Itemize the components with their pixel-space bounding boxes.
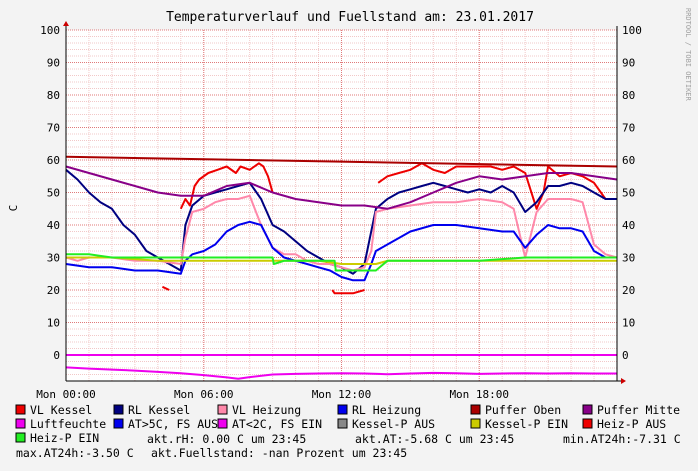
legend-swatch-rl-kessel bbox=[113, 404, 124, 415]
legend-label-rl-heizung: RL Heizung bbox=[352, 403, 421, 417]
legend-swatch-luftfeuchte bbox=[15, 418, 26, 429]
y-tick-label-right: 40 bbox=[622, 219, 635, 232]
y-tick-label-left: 60 bbox=[47, 154, 60, 167]
legend-label-vl-kessel: VL Kessel bbox=[30, 403, 92, 417]
y-tick-label-left: 10 bbox=[47, 317, 60, 330]
series-line-at-2c-fs-ein bbox=[65, 366, 617, 380]
legend-swatch-rl-heizung bbox=[337, 404, 348, 415]
y-tick-label-left: 100 bbox=[40, 24, 60, 37]
legend-label-at-5c-fs-aus: AT>5C, FS AUS bbox=[128, 417, 218, 431]
y-tick-label-right: 60 bbox=[622, 154, 635, 167]
legend-layer: VL Kessel RL Kessel VL Heizung RL Heizung Pu… bbox=[15, 403, 680, 445]
stat-max-at24h: max.AT24h:-3.50 C bbox=[16, 446, 134, 460]
chart-title: Temperaturverlauf und Fuellstand am: 23.… bbox=[166, 10, 534, 25]
stat-min-at24h: min.AT24h:-7.31 C bbox=[563, 432, 681, 446]
legend-swatch-at-5c-fs-aus bbox=[113, 418, 124, 429]
y-tick-label-right: 80 bbox=[622, 89, 635, 102]
x-axis-arrow bbox=[621, 378, 626, 384]
legend-swatch-vl-kessel bbox=[15, 404, 26, 415]
legend-swatch-puffer-mitte bbox=[582, 404, 593, 415]
legend-swatch-vl-heizung bbox=[217, 404, 228, 415]
y-tick-label-right: 0 bbox=[622, 349, 629, 362]
y-tick-label-right: 100 bbox=[622, 24, 642, 37]
y-tick-label-right: 70 bbox=[622, 122, 635, 135]
y-axis-arrow bbox=[63, 21, 69, 26]
legend-label-heiz-p-ein: Heiz-P EIN bbox=[30, 431, 99, 445]
legend-label-kessel-p-aus: Kessel-P AUS bbox=[352, 417, 435, 431]
series-layer bbox=[65, 155, 618, 380]
y-tick-label-right: 30 bbox=[622, 252, 635, 265]
legend-swatch-heiz-p-aus bbox=[582, 418, 593, 429]
legend-swatch-at-2c-fs-ein bbox=[217, 418, 228, 429]
legend-label-vl-heizung: VL Heizung bbox=[232, 403, 301, 417]
stat-akt-fuellstand: akt.Fuellstand: -nan Prozent um 23:45 bbox=[151, 446, 407, 460]
y-tick-label-left: 20 bbox=[47, 284, 60, 297]
stat-akt-at: akt.AT:-5.68 C um 23:45 bbox=[355, 432, 514, 446]
legend-swatch-kessel-p-aus bbox=[337, 418, 348, 429]
y-tick-label-left: 50 bbox=[47, 187, 60, 200]
x-tick-label: Mon 00:00 bbox=[36, 388, 96, 401]
legend-label-luftfeuchte: Luftfeuchte bbox=[30, 417, 106, 431]
legend-swatch-puffer-oben bbox=[470, 404, 481, 415]
legend-label-rl-kessel: RL Kessel bbox=[128, 403, 190, 417]
legend-label-at-2c-fs-ein: AT<2C, FS EIN bbox=[232, 417, 322, 431]
y-tick-label-right: 50 bbox=[622, 187, 635, 200]
y-tick-label-right: 20 bbox=[622, 284, 635, 297]
x-tick-label: Mon 12:00 bbox=[312, 388, 372, 401]
y-tick-label-left: 70 bbox=[47, 122, 60, 135]
y-axis-label: C bbox=[7, 205, 20, 212]
series-line-vl-kessel bbox=[161, 162, 617, 295]
y-tick-label-left: 90 bbox=[47, 57, 60, 70]
stat-akt-rh: akt.rH: 0.00 C um 23:45 bbox=[147, 432, 306, 446]
tick-layer: 0 0 10 10 20 20 30 30 40 40 50 50 60 60 70 70 80 80 90 90 10… bbox=[36, 24, 642, 401]
legend-label-puffer-mitte: Puffer Mitte bbox=[597, 403, 680, 417]
legend-label-puffer-oben: Puffer Oben bbox=[485, 403, 561, 417]
series-line-puffer-oben bbox=[65, 155, 618, 168]
watermark: RRDTOOL / TOBI OETIKER bbox=[684, 8, 692, 102]
legend-label-kessel-p-ein: Kessel-P EIN bbox=[485, 417, 568, 431]
legend-swatch-heiz-p-ein bbox=[15, 432, 26, 443]
series-line-rl-heizung bbox=[65, 220, 617, 282]
axis-layer bbox=[63, 21, 626, 384]
legend-label-heiz-p-aus: Heiz-P AUS bbox=[597, 417, 666, 431]
y-tick-label-right: 90 bbox=[622, 57, 635, 70]
x-tick-label: Mon 06:00 bbox=[174, 388, 234, 401]
y-tick-label-right: 10 bbox=[622, 317, 635, 330]
y-tick-label-left: 80 bbox=[47, 89, 60, 102]
series-line-heiz-p-ein bbox=[66, 253, 617, 272]
y-tick-label-left: 30 bbox=[47, 252, 60, 265]
series-line-puffer-mitte bbox=[65, 165, 618, 210]
y-tick-label-left: 0 bbox=[53, 349, 60, 362]
x-tick-label: Mon 18:00 bbox=[449, 388, 509, 401]
legend-swatch-kessel-p-ein bbox=[470, 418, 481, 429]
y-tick-label-left: 40 bbox=[47, 219, 60, 232]
